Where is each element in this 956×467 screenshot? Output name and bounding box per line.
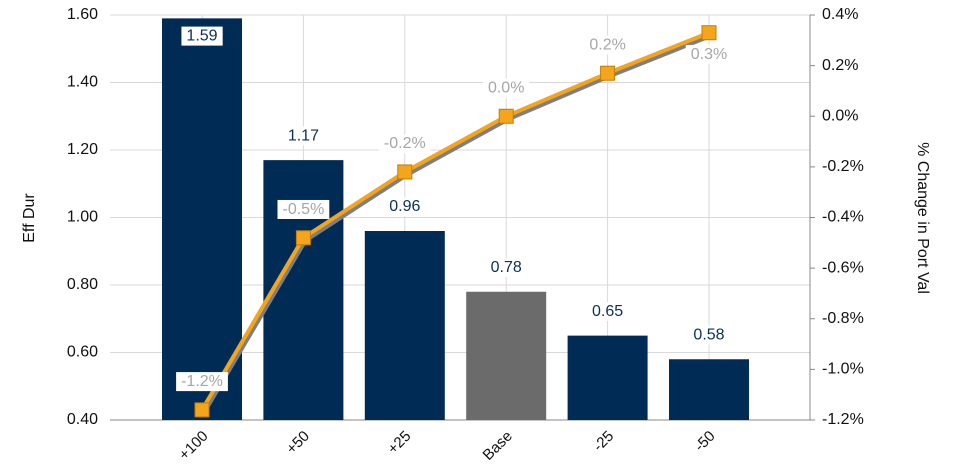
bar-value-label: 0.78 — [491, 259, 522, 276]
y-tick-label: 0.80 — [67, 276, 98, 293]
line-value-label-bg — [482, 78, 530, 98]
bar-value-label-group: 0.96 — [384, 197, 426, 217]
line-value-label-bg — [176, 372, 228, 392]
bar-value-label-bg — [181, 26, 223, 46]
bar-value-label-bg — [282, 126, 325, 146]
line-marker — [701, 25, 717, 41]
y-tick-label: 0.60 — [67, 344, 98, 361]
bar — [567, 335, 648, 420]
y-tick-label: 1.40 — [67, 74, 98, 91]
x-tick-label: -25 — [590, 428, 617, 455]
line-value-label-group: -0.5% — [277, 199, 330, 219]
x-tick-label: Base — [480, 428, 516, 462]
y2-tick-label: -0.4% — [822, 209, 864, 226]
line-marker — [295, 230, 311, 246]
line-value-label-group: -0.2% — [378, 134, 431, 154]
bar — [162, 18, 242, 420]
y-tick-label: 1.20 — [67, 141, 98, 158]
line-marker — [194, 402, 210, 418]
line-value-label-group: 0.2% — [584, 35, 631, 55]
line-marker — [498, 108, 514, 124]
bar-value-label: 0.65 — [592, 303, 623, 320]
x-tick-label: +25 — [384, 428, 414, 458]
line-marker — [600, 65, 616, 81]
line-value-label-bg — [277, 199, 330, 219]
y2-tick-label: 0.2% — [822, 57, 858, 74]
line — [200, 30, 710, 411]
y2-tick-label: -0.2% — [822, 158, 864, 175]
y2-tick-label: -1.0% — [822, 361, 864, 378]
y-axis-title: Eff Dur — [21, 193, 38, 243]
bar — [364, 231, 445, 420]
bar-value-label-bg — [384, 197, 426, 217]
y-tick-label: 1.00 — [67, 209, 98, 226]
y2-tick-label: -1.2% — [822, 411, 864, 428]
bar — [466, 291, 547, 420]
line-value-label: 0.0% — [488, 79, 524, 96]
line-value-label: 0.2% — [589, 36, 625, 53]
y-tick-label: 0.40 — [67, 411, 98, 428]
bar-value-label-group: 0.78 — [485, 257, 527, 277]
line-value-label-group: 0.0% — [482, 78, 530, 98]
line-value-label: -1.2% — [181, 373, 223, 390]
y2-tick-label: -0.6% — [822, 259, 864, 276]
bar-value-label-group: 1.17 — [282, 126, 325, 146]
bar-value-label-bg — [485, 257, 527, 277]
y2-tick-label: -0.8% — [822, 310, 864, 327]
y2-tick-label: 0.0% — [822, 107, 858, 124]
bar-value-label: 0.58 — [693, 326, 724, 343]
bar-value-label-group: 1.59 — [181, 26, 223, 46]
bar — [669, 359, 749, 420]
line-value-label: -0.2% — [384, 135, 426, 152]
y2-axis-title: % Change in Port Val — [914, 142, 931, 294]
bar-value-label: 0.96 — [389, 198, 420, 215]
bar-value-label-bg — [688, 325, 730, 345]
line-value-label-bg — [584, 35, 631, 55]
line-shadow — [202, 33, 712, 414]
line-value-label-bg — [378, 134, 431, 154]
line-marker — [397, 164, 413, 180]
y2-tick-label: 0.4% — [822, 6, 858, 23]
line-value-label-bg — [685, 44, 733, 64]
bar-value-label: 1.59 — [186, 28, 217, 45]
bar-value-label-group: 0.58 — [688, 325, 730, 345]
bar-value-label-group: 0.65 — [587, 301, 629, 321]
y-tick-label: 1.60 — [67, 6, 98, 23]
x-tick-label: +100 — [176, 428, 212, 462]
line-value-label-group: 0.3% — [685, 44, 733, 64]
bar-value-label: 1.17 — [288, 127, 319, 144]
line-value-label-group: -1.2% — [176, 372, 228, 392]
x-tick-label: -50 — [691, 428, 718, 455]
line-value-label: -0.5% — [283, 201, 325, 218]
bar-value-label-bg — [587, 301, 629, 321]
line-value-label: 0.3% — [691, 46, 727, 63]
x-tick-label: +50 — [283, 428, 313, 458]
